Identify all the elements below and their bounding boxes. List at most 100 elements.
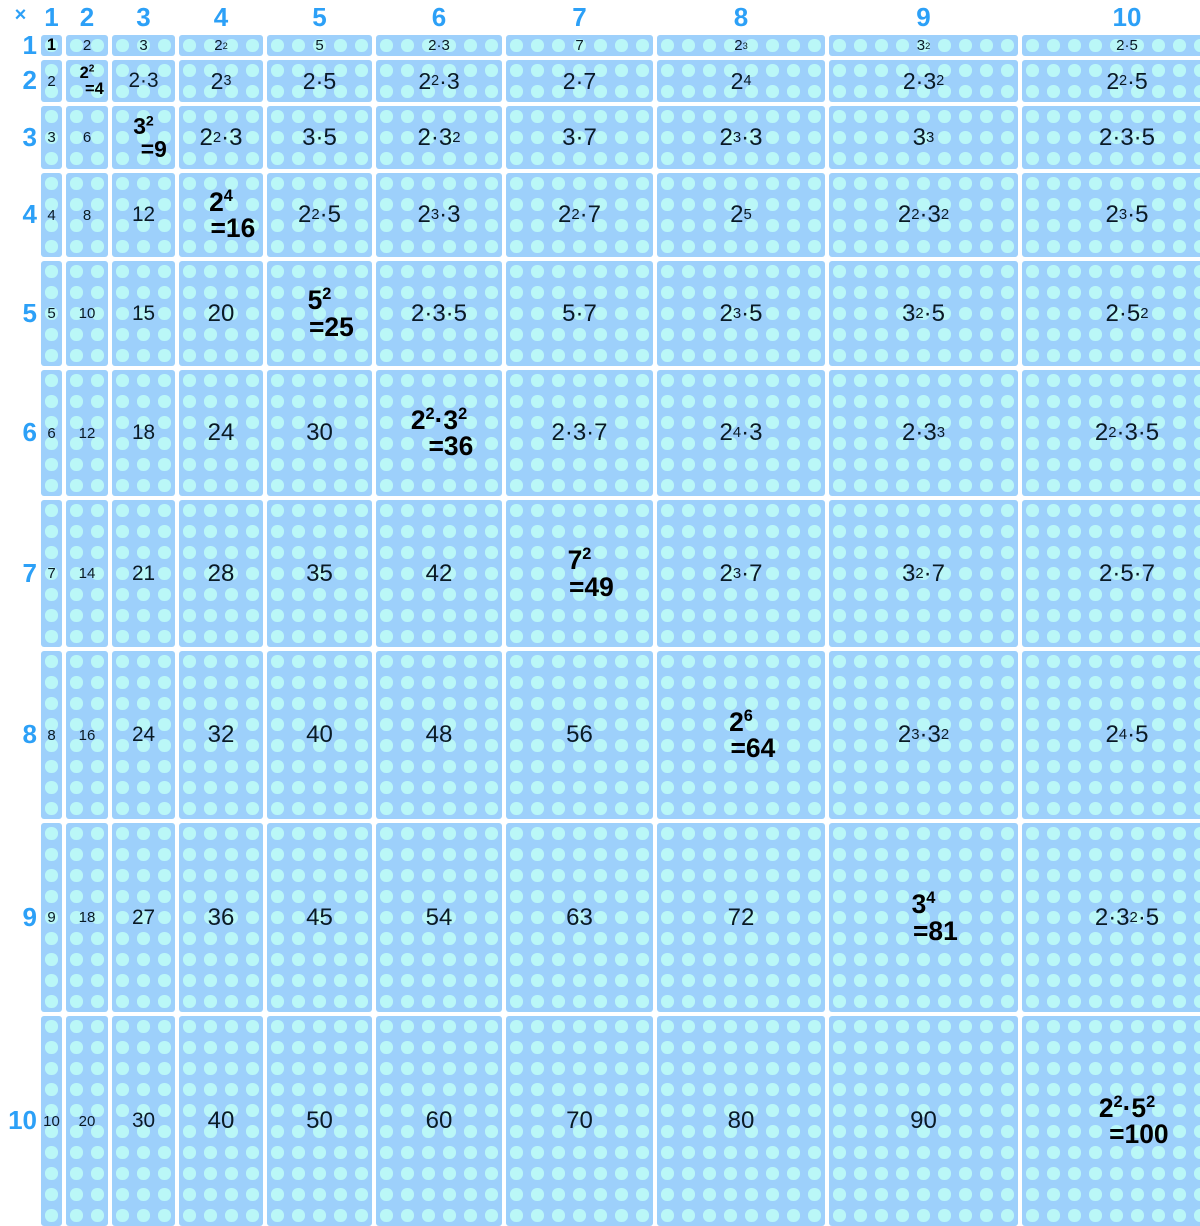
col-header-10: 10 (1022, 2, 1200, 33)
cell-6-1: 6 (41, 370, 62, 496)
dot-array (506, 500, 653, 647)
cell-10-3: 30 (112, 1016, 175, 1226)
cell-4-8: 25 (657, 173, 825, 257)
dot-array (41, 823, 62, 1012)
dot-array (267, 651, 372, 819)
dot-array (112, 60, 175, 102)
dot-array (506, 261, 653, 366)
dot-array (267, 35, 372, 56)
dot-array (41, 60, 62, 102)
dot-array (657, 60, 825, 102)
row-header-1: 1 (0, 30, 37, 61)
cell-8-4: 32 (179, 651, 263, 819)
dot-array (66, 261, 108, 366)
row-header-9: 9 (0, 902, 37, 933)
col-header-7: 7 (506, 2, 653, 33)
dot-array (112, 106, 175, 169)
cell-10-2: 20 (66, 1016, 108, 1226)
cell-9-9: 34=81 (829, 823, 1018, 1012)
dot-array (376, 500, 502, 647)
cell-7-5: 35 (267, 500, 372, 647)
dot-array (376, 106, 502, 169)
cell-1-2: 2 (66, 35, 108, 56)
dot-array (267, 1016, 372, 1226)
dot-array (376, 60, 502, 102)
cell-5-8: 23·5 (657, 261, 825, 366)
dot-array (267, 60, 372, 102)
dot-array (657, 106, 825, 169)
cell-5-7: 5·7 (506, 261, 653, 366)
cell-7-3: 21 (112, 500, 175, 647)
cell-9-5: 45 (267, 823, 372, 1012)
cell-1-7: 7 (506, 35, 653, 56)
dot-array (829, 1016, 1018, 1226)
dot-array (179, 1016, 263, 1226)
cell-4-5: 22·5 (267, 173, 372, 257)
dot-array (66, 1016, 108, 1226)
dot-array (41, 173, 62, 257)
dot-array (829, 173, 1018, 257)
dot-array (506, 35, 653, 56)
dot-array (657, 651, 825, 819)
cell-9-10: 2·32·5 (1022, 823, 1200, 1012)
dot-array (829, 106, 1018, 169)
cell-6-8: 24·3 (657, 370, 825, 496)
cell-6-4: 24 (179, 370, 263, 496)
dot-array (657, 261, 825, 366)
cell-9-7: 63 (506, 823, 653, 1012)
corner-multiply-symbol: × (0, 4, 41, 27)
dot-array (1022, 106, 1200, 169)
dot-array (506, 60, 653, 102)
row-header-10: 10 (0, 1105, 37, 1136)
dot-array (1022, 1016, 1200, 1226)
dot-array (1022, 651, 1200, 819)
dot-array (179, 106, 263, 169)
cell-7-6: 42 (376, 500, 502, 647)
cell-2-7: 2·7 (506, 60, 653, 102)
cell-7-1: 7 (41, 500, 62, 647)
cell-8-6: 48 (376, 651, 502, 819)
cell-5-9: 32·5 (829, 261, 1018, 366)
cell-4-1: 4 (41, 173, 62, 257)
cell-8-8: 26=64 (657, 651, 825, 819)
dot-array (376, 651, 502, 819)
cell-1-8: 23 (657, 35, 825, 56)
dot-array (66, 500, 108, 647)
dot-array (829, 60, 1018, 102)
cell-4-2: 8 (66, 173, 108, 257)
dot-array (829, 35, 1018, 56)
dot-array (112, 261, 175, 366)
dot-array (66, 173, 108, 257)
dot-array (112, 35, 175, 56)
dot-array (267, 370, 372, 496)
cell-1-6: 2·3 (376, 35, 502, 56)
dot-array (179, 60, 263, 102)
dot-array (179, 651, 263, 819)
dot-array (506, 651, 653, 819)
dot-array (179, 370, 263, 496)
dot-array (267, 823, 372, 1012)
dot-array (376, 370, 502, 496)
dot-array (267, 173, 372, 257)
cell-9-1: 9 (41, 823, 62, 1012)
cell-1-3: 3 (112, 35, 175, 56)
cell-5-5: 52=25 (267, 261, 372, 366)
dot-array (829, 823, 1018, 1012)
col-header-3: 3 (112, 2, 175, 33)
dot-array (66, 651, 108, 819)
cell-6-9: 2·33 (829, 370, 1018, 496)
dot-array (1022, 261, 1200, 366)
cell-6-10: 22·3·5 (1022, 370, 1200, 496)
dot-array (112, 173, 175, 257)
cell-1-1: 1 (41, 35, 62, 56)
multiplication-grid: ×12345678910123456789101232252·3723322·5… (0, 0, 1200, 1200)
cell-4-3: 12 (112, 173, 175, 257)
dot-array (267, 261, 372, 366)
row-header-3: 3 (0, 122, 37, 153)
dot-array (112, 1016, 175, 1226)
cell-5-6: 2·3·5 (376, 261, 502, 366)
dot-array (657, 173, 825, 257)
cell-7-9: 32·7 (829, 500, 1018, 647)
cell-4-7: 22·7 (506, 173, 653, 257)
dot-array (41, 106, 62, 169)
